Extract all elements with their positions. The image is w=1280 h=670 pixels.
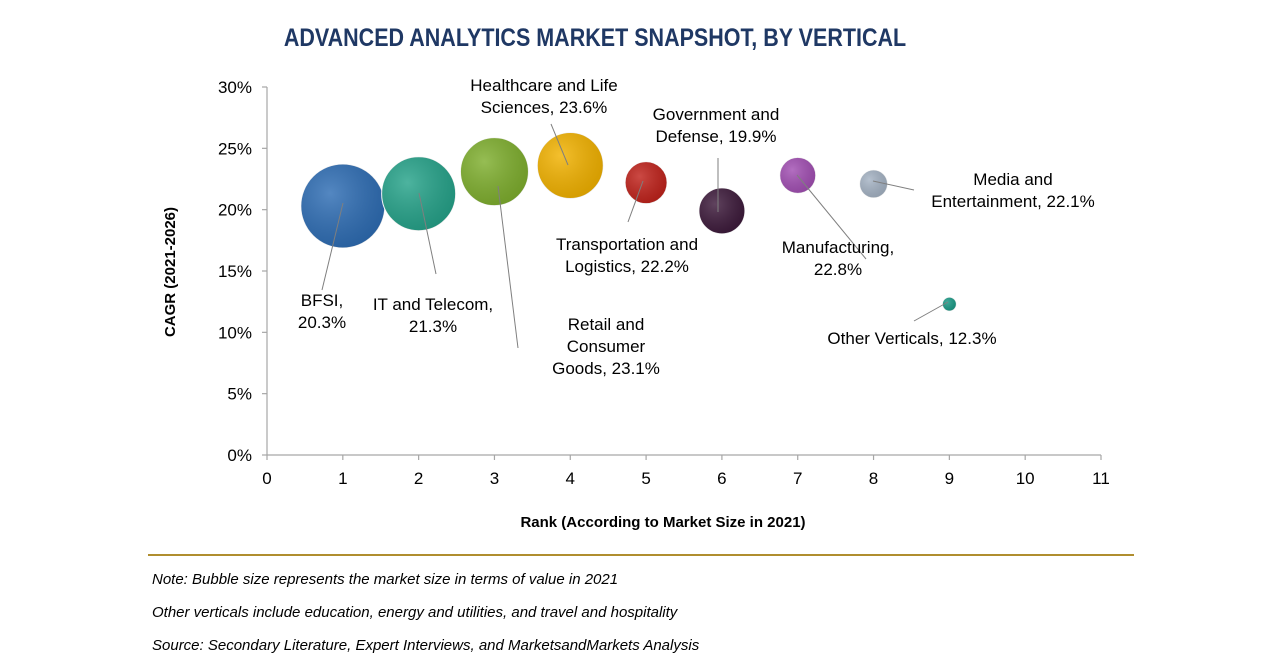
label-line: IT and Telecom, [373, 295, 493, 314]
label-line: Transportation and [556, 235, 698, 254]
bubble-shade [537, 132, 604, 199]
y-tick-label: 10% [218, 323, 252, 342]
bubble-chart: 0% 5% 10% 15% 20% 25% 30% 0 1 2 3 4 5 6 7 8 9 10 11 BFSI, 2… [162, 76, 1110, 531]
leader-line [913, 301, 949, 322]
leader-line [497, 185, 519, 349]
label-line: 21.3% [409, 317, 457, 336]
bubble-shade [381, 156, 456, 231]
label-line: BFSI, [301, 291, 344, 310]
label-line: 22.8% [814, 260, 862, 279]
leader-line [627, 180, 644, 223]
x-tick-label: 6 [717, 469, 726, 488]
y-axis-title: CAGR (2021-2026) [162, 207, 179, 337]
x-tick-label: 4 [566, 469, 575, 488]
bubbles [300, 132, 957, 312]
note-other-verticals: Other verticals include education, energ… [152, 604, 678, 621]
label-healthcare-and-life-sciences: Healthcare and Life Sciences, 23.6% [470, 76, 617, 117]
label-line: Retail and [568, 315, 645, 334]
label-line: Other Verticals, 12.3% [827, 329, 996, 348]
bubble-labels: BFSI, 20.3% IT and Telecom, 21.3% Retail and… [298, 76, 1095, 378]
y-tick-label: 30% [218, 78, 252, 97]
x-tick-label: 3 [490, 469, 499, 488]
leader-line [321, 202, 344, 291]
leader-line [418, 192, 437, 275]
x-tick-label: 7 [793, 469, 802, 488]
label-manufacturing: Manufacturing, 22.8% [782, 238, 894, 279]
x-tick-label: 8 [869, 469, 878, 488]
label-government-and-defense: Government and Defense, 19.9% [653, 105, 780, 146]
y-tick-label: 0% [227, 446, 252, 465]
y-tick-label: 25% [218, 139, 252, 158]
bubble-shade [300, 163, 385, 248]
label-line: Logistics, 22.2% [565, 257, 689, 276]
label-line: Entertainment, 22.1% [931, 192, 1094, 211]
label-line: Consumer [567, 337, 646, 356]
label-line: Media and [973, 170, 1052, 189]
x-tick-label: 2 [414, 469, 423, 488]
label-line: 20.3% [298, 313, 346, 332]
x-tick-label: 11 [1092, 469, 1110, 488]
leader-line [550, 123, 569, 166]
label-media-and-entertainment: Media and Entertainment, 22.1% [931, 170, 1094, 211]
leader-line [872, 180, 915, 191]
axes: 0% 5% 10% 15% 20% 25% 30% 0 1 2 3 4 5 6 7 8 9 10 11 [218, 78, 1110, 488]
y-tick-label: 20% [218, 201, 252, 220]
bubble-shade [698, 187, 745, 234]
label-line: Healthcare and Life [470, 76, 617, 95]
label-line: Defense, 19.9% [656, 127, 777, 146]
chart-title: ADVANCED ANALYTICS MARKET SNAPSHOT, BY V… [283, 24, 907, 52]
label-line: Goods, 23.1% [552, 359, 660, 378]
x-tick-label: 10 [1016, 469, 1035, 488]
leader-lines [321, 123, 949, 349]
note-source: Source: Secondary Literature, Expert Int… [152, 637, 700, 654]
bubble-shade [859, 169, 888, 198]
note-bubble-size: Note: Bubble size represents the market … [152, 571, 619, 588]
bubble-shade [460, 137, 529, 206]
x-tick-label: 9 [945, 469, 954, 488]
bubble-shade [942, 297, 957, 312]
bubble-shade [625, 161, 668, 204]
leader-line [796, 174, 867, 260]
label-other-verticals: Other Verticals, 12.3% [827, 329, 996, 348]
x-tick-label: 5 [641, 469, 650, 488]
label-retail-and-consumer-goods: Retail and Consumer Goods, 23.1% [552, 315, 660, 378]
label-line: Government and [653, 105, 780, 124]
y-tick-label: 5% [227, 385, 252, 404]
label-it-and-telecom: IT and Telecom, 21.3% [373, 295, 493, 336]
divider [148, 554, 1134, 556]
x-tick-label: 0 [262, 469, 271, 488]
x-axis-title: Rank (According to Market Size in 2021) [520, 514, 805, 531]
label-transportation-and-logistics: Transportation and Logistics, 22.2% [556, 235, 698, 276]
label-bfsi: BFSI, 20.3% [298, 291, 346, 332]
x-tick-label: 1 [338, 469, 347, 488]
label-line: Sciences, 23.6% [481, 98, 608, 117]
label-line: Manufacturing, [782, 238, 894, 257]
y-tick-label: 15% [218, 262, 252, 281]
